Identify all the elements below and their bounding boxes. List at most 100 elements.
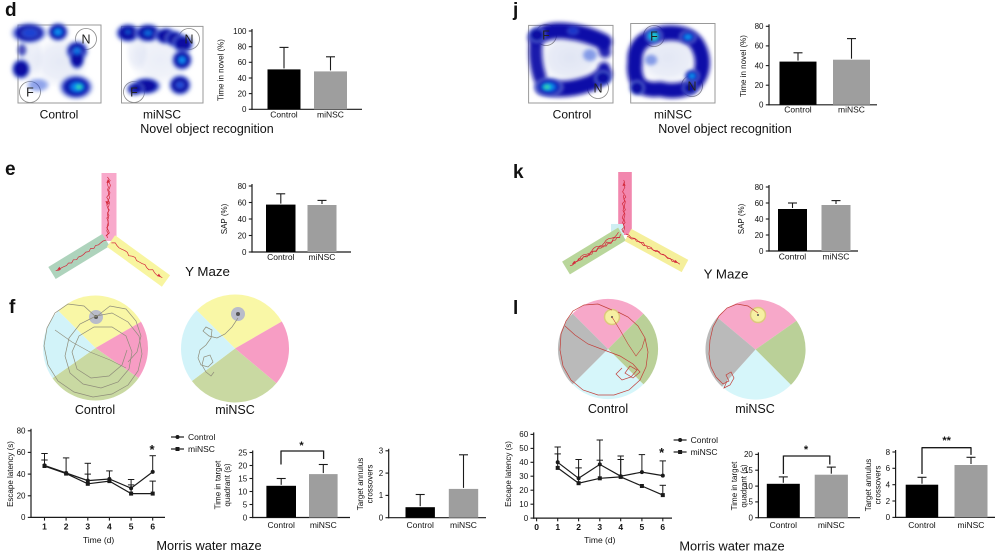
svg-text:1: 1 — [42, 521, 47, 531]
svg-text:6: 6 — [886, 464, 891, 473]
svg-text:Y Maze: Y Maze — [704, 267, 749, 282]
svg-text:miNSC: miNSC — [310, 520, 337, 530]
svg-text:N: N — [593, 82, 602, 96]
svg-text:4: 4 — [886, 481, 891, 490]
svg-text:N: N — [81, 33, 90, 47]
svg-text:5: 5 — [129, 521, 134, 531]
svg-text:2: 2 — [886, 497, 891, 506]
svg-text:15: 15 — [238, 474, 247, 483]
svg-text:60: 60 — [238, 198, 247, 207]
svg-text:30: 30 — [519, 472, 528, 481]
svg-text:40: 40 — [238, 74, 247, 83]
svg-text:0: 0 — [242, 248, 247, 257]
svg-text:quadrant (s): quadrant (s) — [740, 464, 749, 507]
svg-text:miNSC: miNSC — [838, 105, 865, 115]
svg-text:40: 40 — [519, 458, 528, 467]
svg-text:*: * — [659, 445, 665, 460]
svg-text:20: 20 — [238, 461, 247, 470]
svg-text:N: N — [184, 33, 193, 47]
svg-text:100: 100 — [233, 27, 247, 36]
svg-text:Control: Control — [75, 403, 115, 417]
svg-text:Time in target: Time in target — [214, 460, 223, 509]
svg-text:20: 20 — [744, 450, 753, 459]
svg-text:Control: Control — [588, 402, 628, 416]
svg-text:crossovers: crossovers — [874, 466, 883, 505]
svg-text:F: F — [26, 86, 34, 100]
svg-text:20: 20 — [519, 486, 528, 495]
svg-text:40: 40 — [238, 215, 247, 224]
svg-text:j: j — [512, 0, 518, 21]
svg-text:6: 6 — [660, 522, 665, 532]
svg-text:Escape latency (s): Escape latency (s) — [6, 441, 15, 507]
svg-text:f: f — [9, 297, 16, 318]
svg-text:3: 3 — [597, 522, 602, 532]
svg-text:20: 20 — [17, 492, 26, 501]
svg-text:crossovers: crossovers — [366, 465, 375, 504]
svg-text:10: 10 — [519, 500, 528, 509]
svg-text:d: d — [5, 0, 17, 21]
svg-text:50: 50 — [519, 444, 528, 453]
svg-text:20: 20 — [238, 89, 247, 98]
svg-text:Time (d): Time (d) — [584, 535, 615, 545]
svg-text:Control: Control — [691, 435, 719, 445]
svg-text:0: 0 — [534, 522, 539, 532]
svg-text:Control: Control — [267, 520, 295, 530]
svg-text:60: 60 — [17, 448, 26, 457]
svg-text:4: 4 — [618, 522, 623, 532]
svg-text:miNSC: miNSC — [958, 520, 985, 530]
svg-text:e: e — [5, 159, 16, 180]
svg-text:Control: Control — [188, 432, 216, 442]
svg-text:0: 0 — [242, 105, 247, 114]
svg-text:Control: Control — [779, 252, 807, 262]
svg-text:1: 1 — [379, 491, 384, 500]
svg-text:15: 15 — [744, 466, 753, 475]
svg-text:**: ** — [942, 435, 951, 447]
svg-text:3: 3 — [85, 521, 90, 531]
svg-text:60: 60 — [755, 42, 764, 51]
svg-text:2: 2 — [64, 521, 69, 531]
svg-text:5: 5 — [243, 500, 248, 509]
svg-text:60: 60 — [755, 199, 764, 208]
svg-text:0: 0 — [748, 514, 753, 523]
svg-text:6: 6 — [150, 521, 155, 531]
svg-text:Morris water maze: Morris water maze — [156, 538, 261, 553]
svg-text:N: N — [687, 80, 696, 94]
svg-text:Control: Control — [908, 520, 936, 530]
svg-text:20: 20 — [755, 81, 764, 90]
svg-text:80: 80 — [238, 182, 247, 191]
svg-text:*: * — [804, 444, 809, 456]
svg-text:SAP (%): SAP (%) — [737, 203, 746, 234]
svg-text:1: 1 — [555, 522, 560, 532]
svg-text:10: 10 — [238, 487, 247, 496]
svg-text:60: 60 — [238, 58, 247, 67]
svg-text:40: 40 — [755, 61, 764, 70]
svg-text:Escape latency (s): Escape latency (s) — [504, 441, 513, 507]
svg-text:Control: Control — [267, 252, 295, 262]
svg-text:80: 80 — [755, 183, 764, 192]
svg-text:Target annulus: Target annulus — [356, 458, 365, 510]
svg-text:25: 25 — [238, 448, 247, 457]
svg-text:Time in novel (%): Time in novel (%) — [217, 39, 226, 101]
svg-text:miNSC: miNSC — [735, 402, 775, 416]
svg-text:F: F — [650, 30, 658, 44]
svg-text:20: 20 — [238, 231, 247, 240]
svg-text:quadrant (s): quadrant (s) — [223, 463, 232, 506]
svg-text:5: 5 — [640, 522, 645, 532]
svg-text:SAP (%): SAP (%) — [220, 203, 229, 234]
svg-text:Time in novel (%): Time in novel (%) — [739, 35, 748, 97]
svg-text:80: 80 — [17, 427, 26, 436]
svg-text:80: 80 — [755, 22, 764, 31]
svg-text:miNSC: miNSC — [818, 520, 845, 530]
svg-text:miNSC: miNSC — [317, 110, 344, 120]
svg-text:miNSC: miNSC — [654, 108, 692, 122]
svg-text:8: 8 — [886, 448, 891, 457]
svg-text:0: 0 — [886, 513, 891, 522]
svg-text:Morris water maze: Morris water maze — [679, 539, 784, 554]
svg-text:0: 0 — [379, 514, 384, 523]
svg-text:miNSC: miNSC — [188, 444, 215, 454]
svg-text:10: 10 — [744, 482, 753, 491]
svg-text:0: 0 — [759, 101, 764, 110]
svg-text:miNSC: miNSC — [143, 108, 181, 122]
svg-text:Target annulus: Target annulus — [864, 459, 873, 511]
svg-text:Control: Control — [406, 520, 434, 530]
